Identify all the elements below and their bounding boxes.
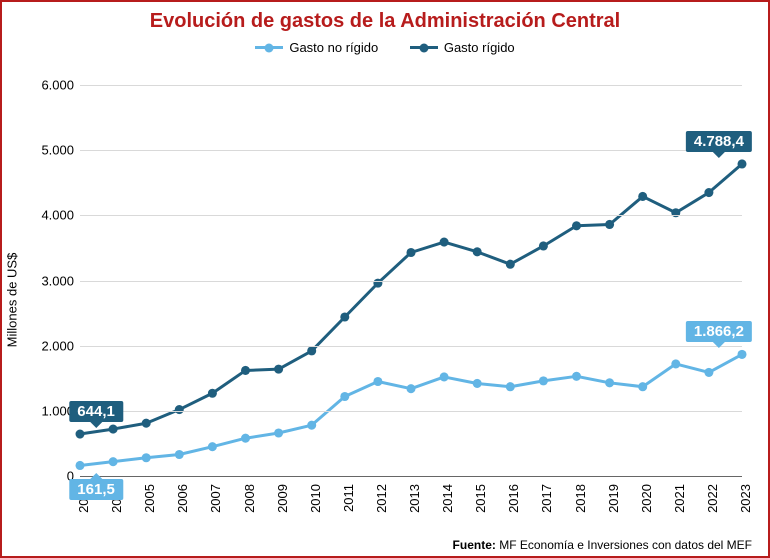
data-point-marker	[506, 382, 515, 391]
data-callout-label: 161,5	[69, 479, 123, 500]
gridline	[80, 215, 742, 216]
gridline	[80, 411, 742, 412]
data-point-marker	[605, 378, 614, 387]
legend-item-no-rigido: Gasto no rígido	[255, 40, 378, 55]
series-line	[80, 164, 742, 434]
gridline	[80, 346, 742, 347]
legend-item-rigido: Gasto rígido	[410, 40, 515, 55]
data-point-marker	[704, 188, 713, 197]
data-point-marker	[142, 419, 151, 428]
plot-region: 01.0002.0003.0004.0005.0006.000200320042…	[80, 72, 742, 476]
x-tick-label: 2005	[142, 484, 157, 513]
source-prefix: Fuente:	[453, 538, 496, 552]
x-tick-label: 2011	[341, 484, 356, 512]
source-value: MF Economía e Inversiones con datos del …	[499, 538, 752, 552]
chart-area: Millones de US$ 01.0002.0003.0004.0005.0…	[16, 66, 754, 534]
y-tick-label: 5.000	[24, 143, 80, 158]
chart-title: Evolución de gastos de la Administración…	[2, 2, 768, 37]
data-point-marker	[373, 377, 382, 386]
data-point-marker	[605, 220, 614, 229]
data-point-marker	[274, 365, 283, 374]
x-tick-label: 2016	[506, 484, 521, 513]
y-axis-label: Millones de US$	[5, 253, 20, 348]
data-point-marker	[109, 425, 118, 434]
source-text: Fuente: MF Economía e Inversiones con da…	[453, 538, 752, 552]
data-point-marker	[340, 312, 349, 321]
data-callout-label: 1.866,2	[686, 321, 752, 342]
x-axis-line	[80, 476, 742, 477]
gridline	[80, 150, 742, 151]
x-tick-label: 2006	[175, 484, 190, 513]
x-tick-label: 2014	[440, 484, 455, 513]
legend-label: Gasto no rígido	[289, 40, 378, 55]
data-point-marker	[274, 428, 283, 437]
data-point-marker	[307, 346, 316, 355]
x-tick-label: 2008	[242, 484, 257, 513]
gridline	[80, 281, 742, 282]
data-point-marker	[671, 359, 680, 368]
y-tick-label: 6.000	[24, 78, 80, 93]
legend-label: Gasto rígido	[444, 40, 515, 55]
data-point-marker	[473, 379, 482, 388]
x-tick-label: 2010	[308, 484, 323, 513]
legend-swatch-icon	[255, 46, 283, 49]
data-point-marker	[406, 248, 415, 257]
x-tick-label: 2015	[473, 484, 488, 513]
data-point-marker	[175, 405, 184, 414]
data-point-marker	[406, 384, 415, 393]
x-tick-label: 2022	[705, 484, 720, 513]
x-tick-label: 2012	[374, 484, 389, 513]
x-tick-label: 2021	[672, 484, 687, 513]
x-tick-label: 2007	[208, 484, 223, 513]
x-tick-label: 2013	[407, 484, 422, 513]
y-tick-label: 4.000	[24, 208, 80, 223]
legend-swatch-icon	[410, 46, 438, 49]
y-tick-label: 3.000	[24, 273, 80, 288]
data-point-marker	[704, 368, 713, 377]
data-point-marker	[539, 376, 548, 385]
data-point-marker	[340, 392, 349, 401]
data-point-marker	[572, 372, 581, 381]
data-point-marker	[440, 238, 449, 247]
data-point-marker	[440, 372, 449, 381]
data-point-marker	[737, 159, 746, 168]
data-point-marker	[473, 247, 482, 256]
x-tick-label: 2023	[738, 484, 753, 513]
data-point-marker	[109, 457, 118, 466]
data-point-marker	[307, 421, 316, 430]
y-tick-label: 2.000	[24, 338, 80, 353]
data-point-marker	[737, 350, 746, 359]
data-point-marker	[241, 434, 250, 443]
data-callout-label: 644,1	[69, 401, 123, 422]
chart-frame: Evolución de gastos de la Administración…	[0, 0, 770, 558]
data-point-marker	[241, 366, 250, 375]
data-point-marker	[539, 241, 548, 250]
data-point-marker	[208, 389, 217, 398]
x-tick-label: 2020	[639, 484, 654, 513]
data-point-marker	[638, 382, 647, 391]
data-point-marker	[142, 453, 151, 462]
data-callout-label: 4.788,4	[686, 131, 752, 152]
data-point-marker	[572, 221, 581, 230]
x-tick-label: 2019	[606, 484, 621, 513]
data-point-marker	[175, 450, 184, 459]
line-chart-svg	[80, 72, 742, 476]
x-tick-label: 2017	[539, 484, 554, 513]
x-tick-label: 2018	[573, 484, 588, 513]
data-point-marker	[208, 442, 217, 451]
data-point-marker	[638, 192, 647, 201]
data-point-marker	[506, 260, 515, 269]
x-tick-label: 2009	[275, 484, 290, 513]
legend: Gasto no rígido Gasto rígido	[2, 37, 768, 59]
data-point-marker	[75, 429, 84, 438]
gridline	[80, 85, 742, 86]
